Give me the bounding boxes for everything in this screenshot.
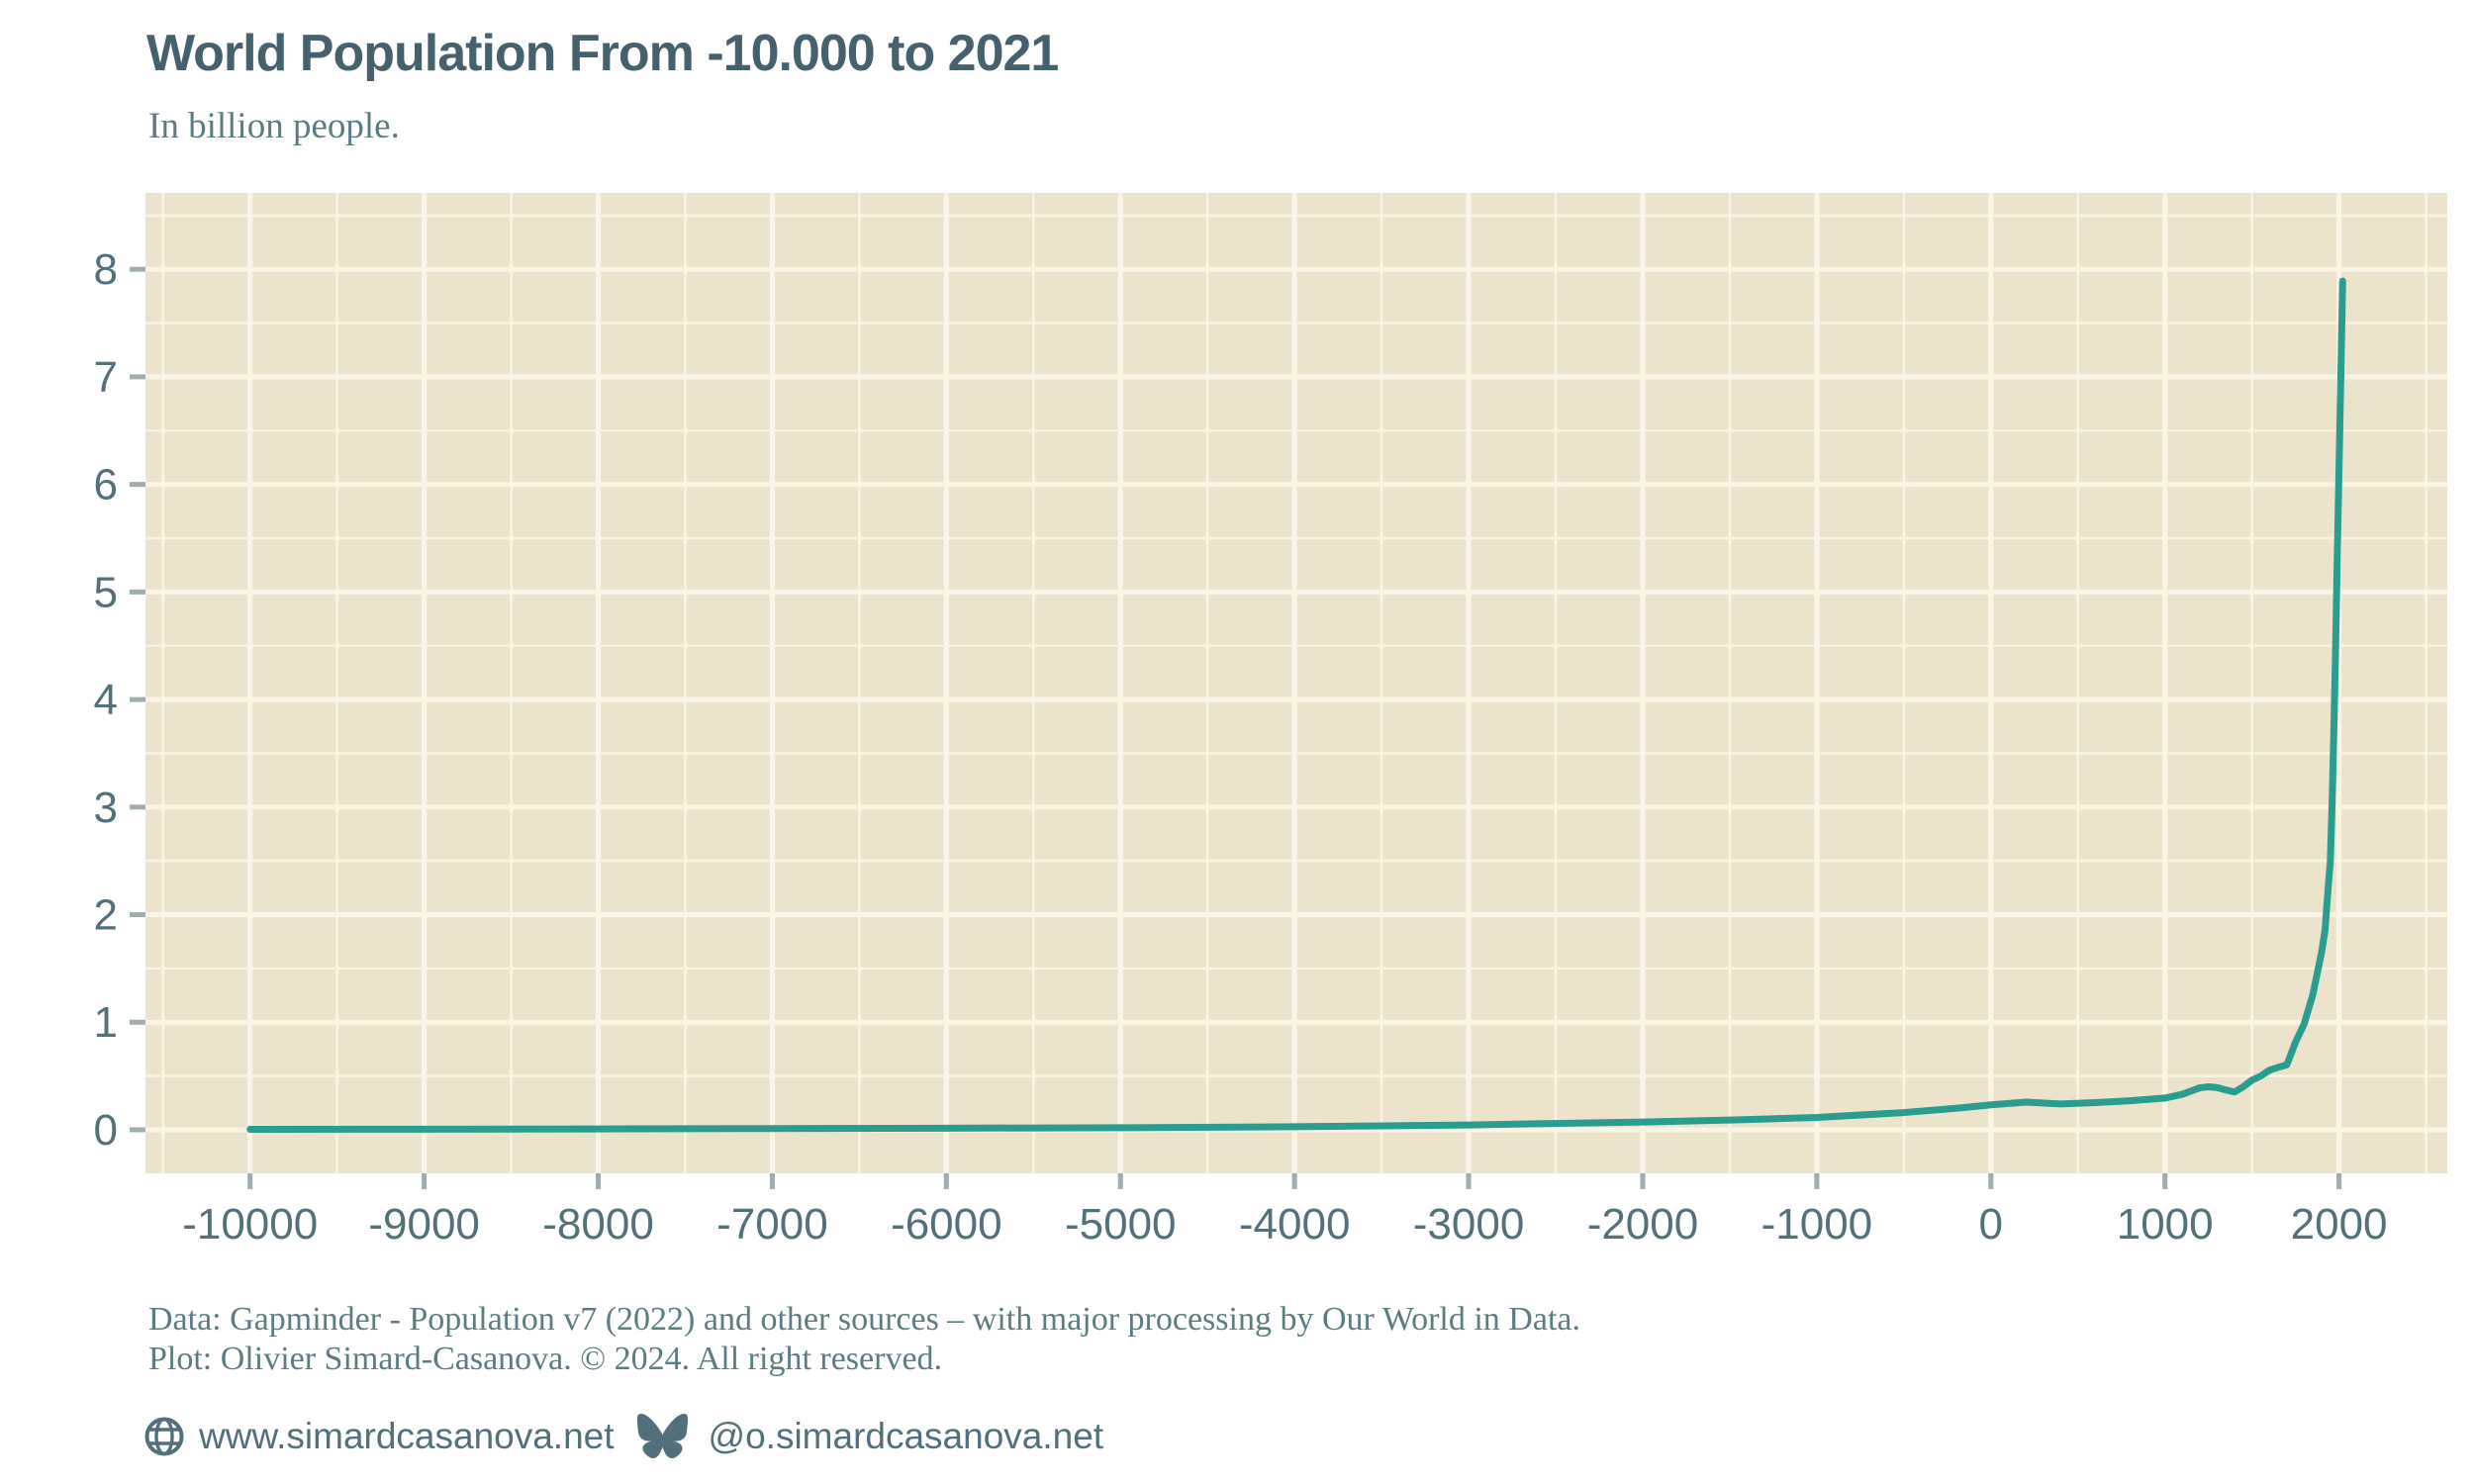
butterfly-icon [636,1413,689,1459]
x-axis-tick-label: -3000 [1413,1200,1525,1249]
y-axis-tick-label: 3 [94,784,118,832]
bluesky-handle: @o.simardcasanova.net [708,1415,1104,1456]
y-axis-tick-label: 6 [94,461,118,510]
x-axis-tick-label: -6000 [891,1200,1002,1249]
x-axis-tick-label: -4000 [1239,1200,1351,1249]
x-axis-tick-label: -2000 [1587,1200,1699,1249]
globe-icon [143,1416,185,1457]
y-axis-tick-label: 8 [94,245,118,294]
y-axis-tick-label: 1 [94,998,118,1047]
x-axis-tick-label: 2000 [2291,1200,2388,1249]
chart-title: World Population From -10.000 to 2021 [146,25,1059,82]
x-axis-tick-label: -9000 [368,1200,480,1249]
y-axis-tick-label: 0 [94,1106,118,1155]
x-axis-tick-label: -10000 [182,1200,318,1249]
x-axis-tick-label: -5000 [1065,1200,1177,1249]
x-axis-tick-label: -8000 [542,1200,654,1249]
x-axis-tick-label: 1000 [2117,1200,2214,1249]
y-axis-tick-label: 2 [94,891,118,940]
population-line [246,277,2346,1134]
website-link: www.simardcasanova.net [199,1415,615,1456]
x-axis-tick-label: -7000 [716,1200,828,1249]
footer-credits: Data: Gapminder - Population v7 (2022) a… [148,1300,1580,1379]
x-axis-tick-label: 0 [1979,1200,2003,1249]
contact-links-row: www.simardcasanova.net @o.simardcasanova… [143,1413,1103,1459]
footer-data-credit: Data: Gapminder - Population v7 (2022) a… [148,1301,1580,1338]
y-axis-tick-label: 5 [94,568,118,616]
y-axis-tick-label: 4 [94,676,118,724]
footer-plot-credit: Plot: Olivier Simard-Casanova. © 2024. A… [148,1341,943,1377]
y-axis-tick-label: 7 [94,353,118,402]
x-axis-tick-label: -1000 [1761,1200,1873,1249]
chart-subtitle: In billion people. [148,106,400,146]
